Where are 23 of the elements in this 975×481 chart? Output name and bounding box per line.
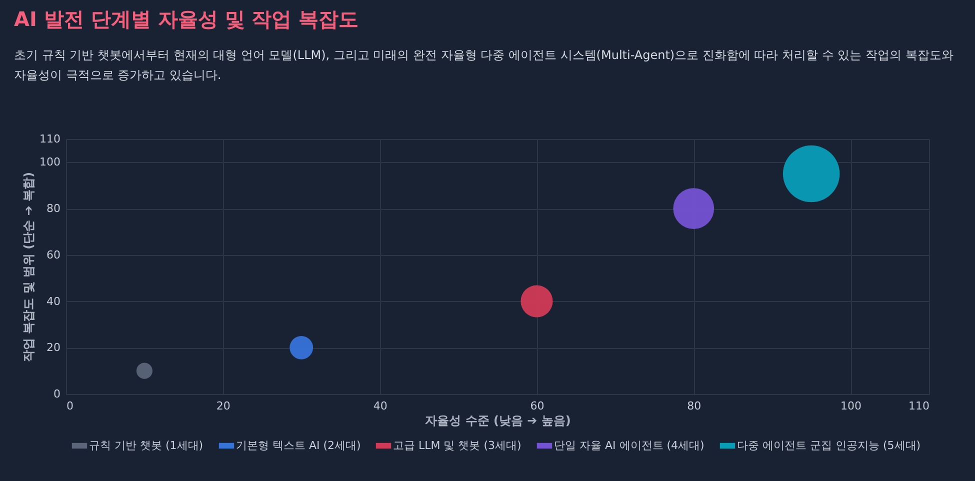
x-tick-label: 110	[908, 400, 930, 412]
y-tick-label: 40	[46, 294, 60, 308]
y-axis-title: 작업 복잡도 및 범위 (단순 ➔ 복합)	[22, 172, 36, 362]
x-tick-label: 20	[216, 400, 230, 412]
y-tick-label: 0	[54, 388, 60, 400]
y-tick-label: 80	[46, 202, 60, 216]
y-tick-label: 110	[40, 132, 60, 146]
chart-title: AI 발전 단계별 자율성 및 작업 복잡도	[14, 6, 360, 33]
legend-label: 규칙 기반 챗봇 (1세대)	[89, 438, 204, 452]
x-tick-label: 0	[66, 400, 74, 412]
legend-label: 고급 LLM 및 챗봇 (3세대)	[393, 438, 522, 452]
x-tick-label: 80	[687, 400, 702, 412]
x-tick-label: 100	[840, 400, 862, 412]
x-tick-label: 40	[373, 400, 388, 412]
x-axis-title: 자율성 수준 (낮음 ➔ 높음)	[425, 414, 571, 428]
y-tick-label: 100	[40, 156, 60, 169]
y-tick-label: 20	[46, 341, 60, 354]
y-tick-label: 60	[46, 248, 60, 262]
legend-label: 단일 자율 AI 에이전트 (4세대)	[554, 438, 704, 452]
legend-label: 다중 에이전트 군집 인공지능 (5세대)	[737, 438, 921, 452]
legend-label: 기본형 텍스트 AI (2세대)	[236, 438, 361, 452]
x-tick-label: 60	[530, 400, 544, 412]
chart-subtitle: 초기 규칙 기반 챗봇에서부터 현재의 대형 언어 모델(LLM), 그리고 미래의 완전 자율형 다중 에이전트 시스템(Multi-Agent)으로 진화함에 따라 처리할 수 있는 작업의 복잡도와 자율성이 극적으로 증가하고 있습니다.	[14, 47, 954, 84]
